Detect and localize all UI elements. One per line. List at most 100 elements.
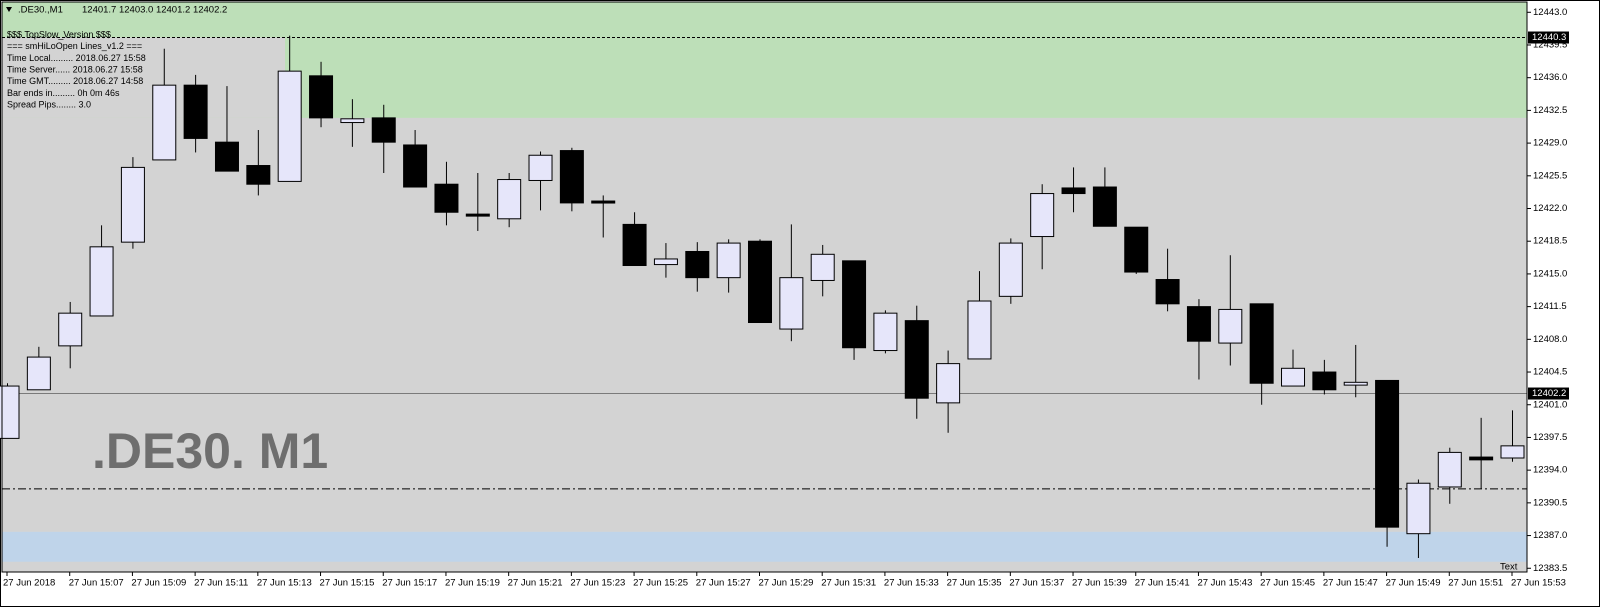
y-tick-label: 12443.0 xyxy=(1533,7,1567,18)
x-tick-label: 27 Jun 15:39 xyxy=(1072,578,1127,589)
candle-body xyxy=(779,277,804,330)
candle-body xyxy=(904,320,929,399)
candle-body xyxy=(1500,445,1525,459)
corner-text: Text xyxy=(1500,562,1518,573)
candle-body xyxy=(936,363,961,404)
candle-body xyxy=(1030,193,1055,238)
candle-body xyxy=(622,223,647,267)
x-tick-label: 27 Jun 15:27 xyxy=(696,578,751,589)
y-tick-label: 12436.0 xyxy=(1533,72,1567,83)
candle-body xyxy=(403,144,428,188)
x-tick-label: 27 Jun 15:41 xyxy=(1135,578,1190,589)
candle-body xyxy=(1312,371,1337,391)
candle-body xyxy=(873,312,898,352)
candle-body xyxy=(152,84,177,161)
candle-body xyxy=(1092,186,1117,227)
y-tick-label: 12401.0 xyxy=(1533,399,1567,410)
candle-body xyxy=(1469,456,1494,461)
candle-body xyxy=(1437,451,1462,488)
price-tag xyxy=(1528,31,1569,44)
x-tick-label: 27 Jun 15:15 xyxy=(320,578,375,589)
info-line: Time GMT......... 2018.06.27 14:58 xyxy=(7,76,143,86)
x-tick-label: 27 Jun 15:51 xyxy=(1448,578,1503,589)
candle-body xyxy=(434,183,459,213)
x-tick-label: 27 Jun 15:19 xyxy=(445,578,500,589)
info-backdrop xyxy=(2,37,285,118)
info-line: $$$ TopSlow_Version $$$ xyxy=(7,29,111,39)
header-symbol: .DE30.,M1 xyxy=(18,5,63,16)
x-tick-label: 27 Jun 15:11 xyxy=(194,578,248,589)
y-tick-label: 12432.5 xyxy=(1533,105,1567,116)
y-tick-label: 12408.0 xyxy=(1533,334,1567,345)
x-tick-label: 27 Jun 15:23 xyxy=(570,578,625,589)
candle-body xyxy=(1155,279,1180,305)
candle-body xyxy=(1218,308,1243,344)
plot-area: 12443.0 12439.5 12436.0 12432.5 12429.0 12425… xyxy=(0,1,1569,589)
x-tick-label: 27 Jun 15:21 xyxy=(508,578,563,589)
candle-body xyxy=(0,385,20,439)
y-tick-label: 12383.5 xyxy=(1533,563,1567,574)
x-tick-label: 27 Jun 15:07 xyxy=(69,578,124,589)
y-tick-label: 12404.5 xyxy=(1533,367,1567,378)
x-tick-label: 27 Jun 15:35 xyxy=(947,578,1002,589)
header-quote: 12401.7 12403.0 12401.2 12402.2 xyxy=(82,5,227,16)
zone xyxy=(2,531,1527,562)
candle-body xyxy=(1249,303,1274,384)
candle-body xyxy=(58,312,83,347)
info-line: Time Server...... 2018.06.27 15:58 xyxy=(7,64,143,74)
watermark: .DE30. M1 xyxy=(92,423,328,479)
x-tick-label: 27 Jun 15:47 xyxy=(1323,578,1378,589)
candle-body xyxy=(277,70,302,182)
price-tag-label: 12402.2 xyxy=(1532,388,1566,399)
y-tick-label: 12415.0 xyxy=(1533,268,1567,279)
candle-body xyxy=(591,200,616,204)
candle-body xyxy=(340,118,365,124)
candle-body xyxy=(685,250,710,279)
x-tick-label: 27 Jun 15:33 xyxy=(884,578,939,589)
x-tick-label: 27 Jun 15:25 xyxy=(633,578,688,589)
candle-body xyxy=(998,242,1023,297)
candle-body xyxy=(842,260,867,349)
x-tick-label: 27 Jun 15:09 xyxy=(131,578,186,589)
x-tick-label: 27 Jun 15:45 xyxy=(1260,578,1315,589)
plot-border xyxy=(1,1,1528,573)
candle-body xyxy=(747,240,772,324)
x-tick-label: 27 Jun 15:13 xyxy=(257,578,312,589)
x-tick-label: 27 Jun 15:53 xyxy=(1511,578,1566,589)
candle-body xyxy=(465,213,490,217)
y-tick-label: 12429.0 xyxy=(1533,138,1567,149)
x-tick-label: 27 Jun 15:49 xyxy=(1386,578,1441,589)
candle-body xyxy=(1375,379,1400,528)
candle-body xyxy=(716,242,741,279)
y-tick-label: 12390.5 xyxy=(1533,497,1567,508)
candle-body xyxy=(559,150,584,204)
candle-body xyxy=(89,246,114,317)
y-tick-label: 12422.0 xyxy=(1533,203,1567,214)
candle-body xyxy=(497,179,522,220)
x-tick-label: 27 Jun 2018 xyxy=(3,578,55,589)
y-tick-label: 12418.5 xyxy=(1533,236,1567,247)
candle-body xyxy=(120,166,145,243)
y-tick-label: 12425.5 xyxy=(1533,170,1567,181)
candle-body xyxy=(1186,306,1211,342)
info-line: === smHiLoOpen Lines_v1.2 === xyxy=(7,41,142,51)
price-tag xyxy=(1528,387,1569,400)
y-tick-label: 12411.5 xyxy=(1533,301,1567,312)
candle-body xyxy=(183,84,208,139)
y-tick-label: 12439.5 xyxy=(1533,39,1567,50)
candle-body xyxy=(1281,367,1306,387)
price-tag-label: 12440.3 xyxy=(1532,32,1566,43)
candle-body xyxy=(810,253,835,281)
candle-body xyxy=(1061,187,1086,195)
info-line: Time Local......... 2018.06.27 15:58 xyxy=(7,53,146,63)
x-tick-label: 27 Jun 15:43 xyxy=(1197,578,1252,589)
y-tick-label: 12397.5 xyxy=(1533,432,1567,443)
candle-body xyxy=(967,300,992,360)
candle-body xyxy=(371,117,396,143)
x-tick-label: 27 Jun 15:37 xyxy=(1009,578,1064,589)
candle-body xyxy=(246,165,271,185)
candle-body xyxy=(309,75,334,119)
menu-arrow[interactable] xyxy=(6,7,12,12)
x-tick-label: 27 Jun 15:17 xyxy=(382,578,437,589)
